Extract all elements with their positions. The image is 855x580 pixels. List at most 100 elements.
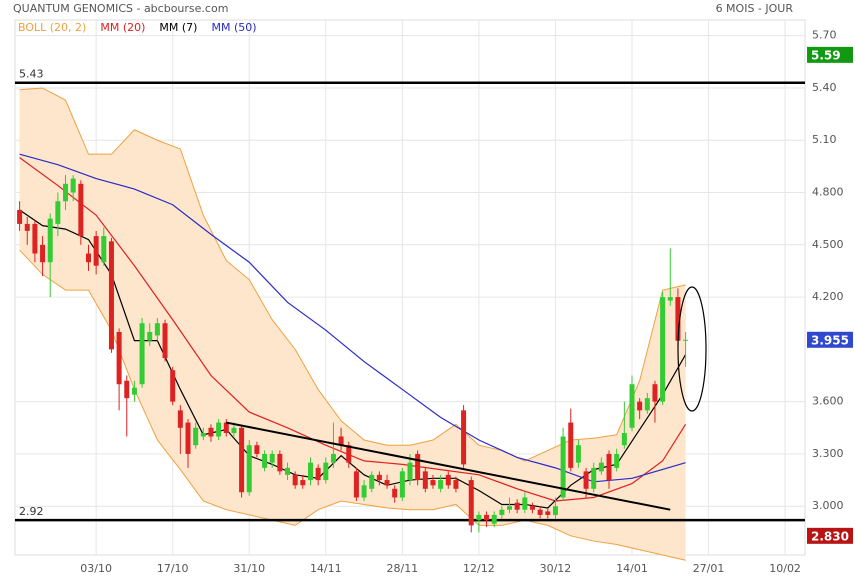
candle-body: [507, 506, 513, 510]
candle-body: [514, 502, 520, 510]
candle-body: [277, 453, 283, 472]
candle-body: [461, 410, 467, 465]
candle-body: [361, 485, 367, 498]
candle-body: [223, 422, 229, 434]
candle-body: [652, 384, 658, 402]
candle-body: [484, 514, 490, 521]
chart-title: QUANTUM GENOMICS - abcbourse.com: [13, 2, 228, 15]
candle-body: [262, 453, 268, 468]
candle-body: [40, 244, 46, 263]
candle-body: [63, 183, 69, 202]
candle-body: [468, 480, 474, 526]
x-tick-label: 17/10: [157, 562, 189, 575]
candle-body: [193, 427, 199, 446]
candle-body: [269, 453, 275, 463]
candle-body: [93, 236, 99, 266]
legend-entry: MM (50): [211, 21, 256, 34]
candle-body: [384, 480, 390, 486]
candle-body: [124, 380, 130, 399]
candle-body: [353, 471, 359, 498]
candle-body: [453, 480, 459, 489]
candle-body: [583, 471, 589, 489]
x-tick-label: 31/10: [233, 562, 265, 575]
candle-body: [154, 323, 160, 336]
y-tick-label: 3.300: [812, 447, 844, 460]
candle-body: [415, 453, 421, 481]
candle-body: [147, 331, 153, 341]
candle-body: [108, 241, 114, 350]
candle-body: [545, 511, 551, 515]
candle-body: [606, 453, 612, 481]
candle-body: [292, 474, 298, 486]
candle-body: [315, 467, 321, 481]
candle-body: [399, 471, 405, 498]
y-tick-label: 3.600: [812, 395, 844, 408]
candle-body: [552, 506, 558, 515]
candle-body: [208, 427, 214, 437]
candle-body: [239, 427, 245, 493]
price-badge-label: 3.955: [811, 333, 849, 347]
x-tick-label: 12/12: [463, 562, 495, 575]
y-tick-label: 4.800: [812, 186, 844, 199]
candle-body: [422, 471, 428, 489]
candle-body: [675, 297, 681, 341]
level-label: 5.43: [19, 68, 44, 81]
y-tick-label: 4.500: [812, 238, 844, 251]
y-tick-label: 5.40: [812, 81, 837, 94]
moving-average: [19, 157, 687, 502]
candle-body: [285, 467, 291, 475]
candle-body: [24, 223, 30, 231]
candle-body: [55, 201, 61, 224]
x-tick-label: 03/10: [80, 562, 112, 575]
band-edge: [19, 249, 686, 561]
candle-body: [568, 422, 574, 468]
candle-body: [644, 398, 650, 411]
candle-body: [231, 427, 237, 434]
candle-body: [445, 474, 451, 486]
candle-body: [101, 236, 107, 263]
candle-body: [614, 453, 620, 468]
annotation-ellipse: [677, 286, 707, 412]
candle-body: [177, 410, 183, 428]
period-label: 6 MOIS - JOUR: [716, 2, 794, 15]
candle-body: [307, 462, 313, 481]
candle-body: [116, 331, 122, 385]
candle-body: [246, 445, 252, 493]
y-tick-label: 3.000: [812, 499, 844, 512]
price-badge: [807, 331, 853, 348]
band-edge: [19, 87, 686, 462]
x-tick-label: 30/12: [540, 562, 572, 575]
candle-body: [162, 323, 168, 359]
candle-body: [338, 436, 344, 446]
candle-body: [376, 474, 382, 481]
candle-body: [683, 339, 689, 341]
candle-body: [323, 462, 329, 481]
candle-body: [185, 422, 191, 454]
candle-body: [621, 433, 627, 446]
candle-body: [78, 183, 84, 237]
candle-body: [598, 462, 604, 472]
candle-body: [392, 488, 398, 498]
level-label: 2.92: [19, 505, 44, 518]
candle-body: [369, 474, 375, 489]
candle-body: [591, 467, 597, 489]
candle-body: [330, 453, 336, 463]
candle-body: [131, 387, 137, 395]
legend-entry: BOLL (20, 2): [18, 21, 86, 34]
y-tick-label: 5.70: [812, 29, 837, 42]
legend-entry: MM (20): [100, 21, 145, 34]
candle-body: [491, 514, 497, 524]
candle-body: [476, 514, 482, 521]
candle-body: [667, 297, 673, 301]
candle-body: [300, 480, 306, 486]
candle-body: [560, 436, 566, 498]
trendline: [226, 421, 671, 511]
candle-body: [438, 480, 444, 489]
candle-body: [85, 253, 91, 263]
candle-body: [346, 445, 352, 463]
candle-body: [629, 384, 635, 428]
candle-body: [499, 509, 505, 515]
x-tick-label: 14/01: [616, 562, 648, 575]
candle-body: [200, 433, 206, 437]
